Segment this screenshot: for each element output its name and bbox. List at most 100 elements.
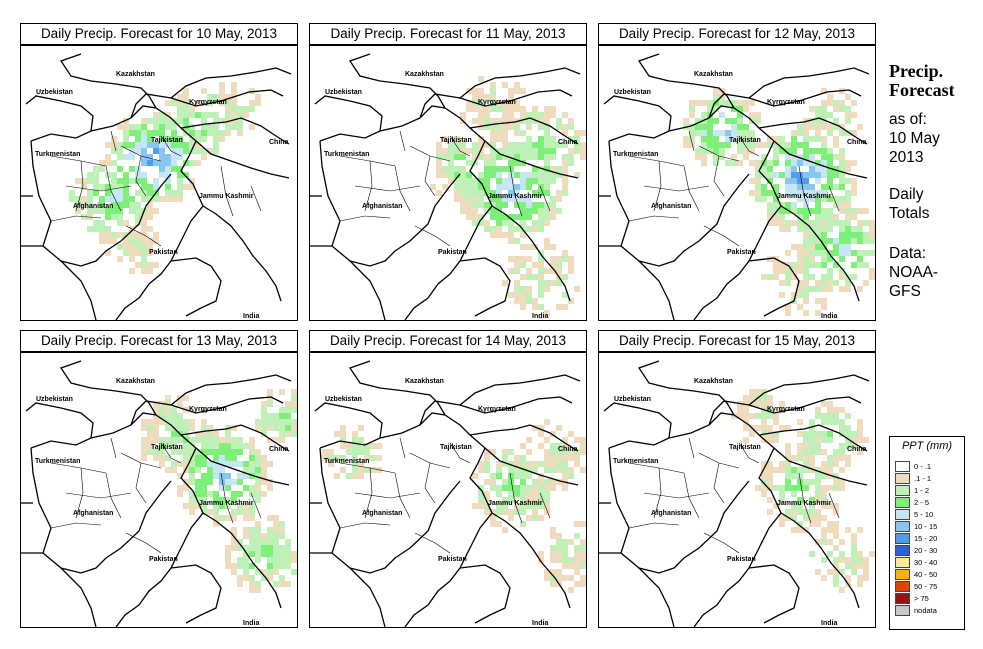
precip-cell: [544, 208, 550, 214]
precip-cell: [99, 196, 105, 202]
precip-cell: [791, 467, 797, 473]
precip-cell: [797, 431, 803, 437]
precip-cell: [544, 437, 550, 443]
precip-cell: [785, 142, 791, 148]
precip-cell: [291, 431, 297, 437]
precip-cell: [183, 419, 189, 425]
precip-cell: [243, 569, 249, 575]
precip-cell: [267, 575, 273, 581]
precip-cell: [562, 154, 568, 160]
legend-label: nodata: [914, 606, 937, 615]
precip-cell: [791, 244, 797, 250]
precip-cell: [141, 455, 147, 461]
precip-cell: [454, 154, 460, 160]
precip-cell: [833, 563, 839, 569]
precip-cell: [496, 214, 502, 220]
precip-cell: [773, 467, 779, 473]
precip-cell: [857, 262, 863, 268]
precip-cell: [520, 503, 526, 509]
precip-cell: [803, 292, 809, 298]
precip-cell: [821, 100, 827, 106]
precip-cell: [785, 184, 791, 190]
precip-cell: [803, 202, 809, 208]
precip-cell: [767, 190, 773, 196]
title-line: Forecast: [889, 80, 955, 100]
precip-cell: [153, 232, 159, 238]
precip-cell: [821, 196, 827, 202]
precip-cell: [833, 184, 839, 190]
precip-cell: [532, 202, 538, 208]
country-border: [25, 402, 94, 439]
precip-cell: [490, 232, 496, 238]
precip-cell: [484, 497, 490, 503]
legend-swatch: [895, 497, 910, 508]
precip-cell: [797, 473, 803, 479]
precip-cell: [177, 491, 183, 497]
precip-cell: [544, 184, 550, 190]
precip-cell: [550, 202, 556, 208]
precip-cell: [839, 178, 845, 184]
precip-cell: [502, 485, 508, 491]
precip-cell: [352, 467, 358, 473]
province-border: [394, 165, 411, 212]
precip-cell: [370, 467, 376, 473]
precip-cell: [249, 581, 255, 587]
precip-cell: [117, 148, 123, 154]
precip-cell: [520, 497, 526, 503]
precip-cell: [827, 250, 833, 256]
precip-cell: [171, 100, 177, 106]
precip-cell: [514, 485, 520, 491]
precip-cell: [779, 280, 785, 286]
precip-cell: [538, 166, 544, 172]
precip-cell: [520, 112, 526, 118]
precip-cell: [502, 455, 508, 461]
precip-cell: [213, 437, 219, 443]
precip-cell: [532, 479, 538, 485]
precip-cell: [568, 148, 574, 154]
precip-cell: [255, 479, 261, 485]
precip-cell: [141, 184, 147, 190]
precip-cell: [550, 112, 556, 118]
precip-cell: [556, 443, 562, 449]
precip-cell: [574, 449, 580, 455]
precip-cell: [827, 461, 833, 467]
precip-cell: [436, 190, 442, 196]
precip-cell: [538, 479, 544, 485]
country-label-afghanistan: Afghanistan: [651, 203, 691, 210]
precip-cell: [556, 449, 562, 455]
precip-cell: [267, 557, 273, 563]
precip-cell: [562, 455, 568, 461]
precip-cell: [833, 557, 839, 563]
precip-cell: [219, 130, 225, 136]
precip-cell: [285, 539, 291, 545]
legend-label: 1 - 2: [914, 486, 930, 495]
precip-cell: [755, 425, 761, 431]
precip-cell: [231, 563, 237, 569]
country-label-kazakhstan: Kazakhstan: [116, 378, 155, 385]
precip-cell: [490, 82, 496, 88]
precip-cell: [562, 112, 568, 118]
precip-cell: [261, 413, 267, 419]
precip-cell: [857, 425, 863, 431]
precip-cell: [857, 563, 863, 569]
precip-cell: [845, 130, 851, 136]
precip-cell: [701, 148, 707, 154]
precip-cell: [833, 220, 839, 226]
precip-cell: [767, 202, 773, 208]
precip-cell: [237, 124, 243, 130]
precip-cell: [809, 274, 815, 280]
precip-cell: [689, 136, 695, 142]
precip-cell: [442, 184, 448, 190]
precip-cell: [815, 148, 821, 154]
precip-cell: [207, 124, 213, 130]
precip-cell: [827, 503, 833, 509]
map-canvas: KazakhstanUzbekistanKyrgyzstanTajikistan…: [310, 360, 586, 627]
country-label-pakistan: Pakistan: [149, 556, 178, 563]
precip-cell: [129, 166, 135, 172]
precip-cell: [538, 208, 544, 214]
precip-cell: [466, 100, 472, 106]
province-border: [828, 492, 840, 519]
precip-cell: [352, 461, 358, 467]
precip-cell: [279, 389, 285, 395]
precip-cell: [508, 292, 514, 298]
